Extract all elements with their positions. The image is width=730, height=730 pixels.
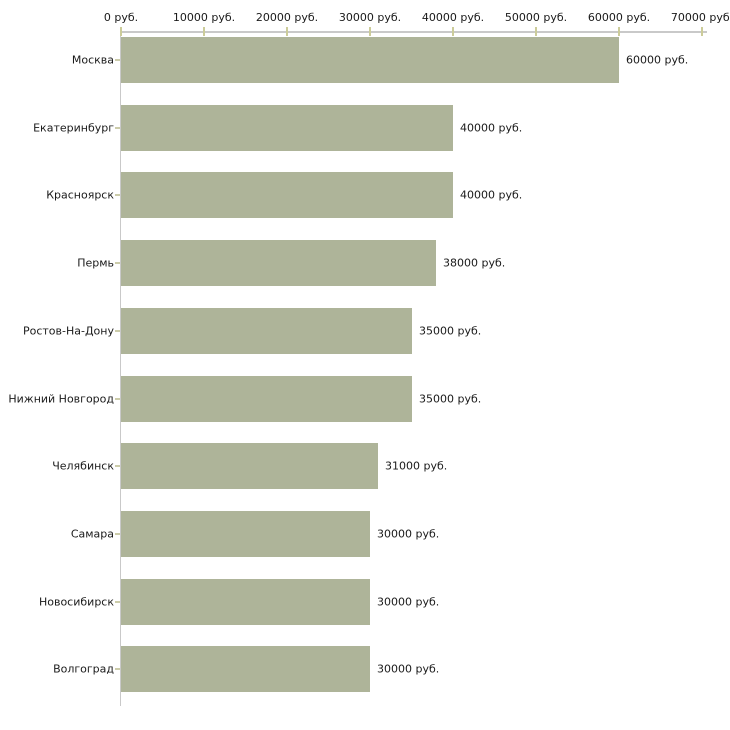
bar-value-label: 40000 руб. (460, 121, 523, 135)
x-axis-tick-label: 10000 руб. (172, 11, 236, 24)
x-axis-tick (369, 27, 371, 36)
bar-value-label: 30000 руб. (377, 595, 440, 609)
bar (121, 646, 370, 692)
category-label: Нижний Новгород (8, 392, 114, 406)
category-axis-tick (115, 601, 120, 603)
category-axis-tick (115, 533, 120, 535)
y-axis-line (120, 31, 121, 706)
bar (121, 376, 412, 422)
category-axis-tick (115, 262, 120, 264)
x-axis-tick-label: 0 руб. (103, 11, 139, 24)
x-axis-tick (452, 27, 454, 36)
x-axis-tick (203, 27, 205, 36)
bar-value-label: 30000 руб. (377, 662, 440, 676)
bar-value-label: 35000 руб. (419, 392, 482, 406)
bar (121, 172, 453, 218)
x-axis-tick (120, 27, 122, 36)
x-axis-tick-label: 20000 руб. (255, 11, 319, 24)
x-axis-tick (618, 27, 620, 36)
category-label: Екатеринбург (33, 121, 114, 135)
bar-value-label: 60000 руб. (626, 53, 689, 67)
bar-value-label: 35000 руб. (419, 324, 482, 338)
x-axis-tick-label: 70000 руб. (670, 11, 730, 24)
x-axis-tick (535, 27, 537, 36)
bar (121, 579, 370, 625)
x-axis-tick-label: 60000 руб. (587, 11, 651, 24)
bar (121, 308, 412, 354)
x-axis-tick (286, 27, 288, 36)
x-axis-line (120, 31, 707, 33)
category-label: Москва (71, 53, 114, 67)
category-label: Пермь (77, 256, 114, 270)
category-axis-tick (115, 398, 120, 400)
bar-value-label: 38000 руб. (443, 256, 506, 270)
x-axis-tick-label: 40000 руб. (421, 11, 485, 24)
category-axis-tick (115, 59, 120, 61)
bar (121, 443, 378, 489)
category-label: Самара (70, 527, 114, 541)
bar-value-label: 30000 руб. (377, 527, 440, 541)
category-axis-tick (115, 330, 120, 332)
category-label: Ростов-На-Дону (22, 324, 114, 338)
category-axis-tick (115, 668, 120, 670)
x-axis-tick-label: 30000 руб. (338, 11, 402, 24)
x-axis-tick (701, 27, 703, 36)
bar-value-label: 31000 руб. (385, 459, 448, 473)
category-label: Волгоград (53, 662, 114, 676)
bar (121, 105, 453, 151)
bar-value-label: 40000 руб. (460, 188, 523, 202)
category-axis-tick (115, 465, 120, 467)
category-label: Челябинск (52, 459, 114, 473)
category-axis-tick (115, 127, 120, 129)
x-axis-tick-label: 50000 руб. (504, 11, 568, 24)
category-label: Новосибирск (38, 595, 114, 609)
category-label: Красноярск (46, 188, 114, 202)
bar (121, 240, 436, 286)
category-axis-tick (115, 194, 120, 196)
bar (121, 37, 619, 83)
bar (121, 511, 370, 557)
